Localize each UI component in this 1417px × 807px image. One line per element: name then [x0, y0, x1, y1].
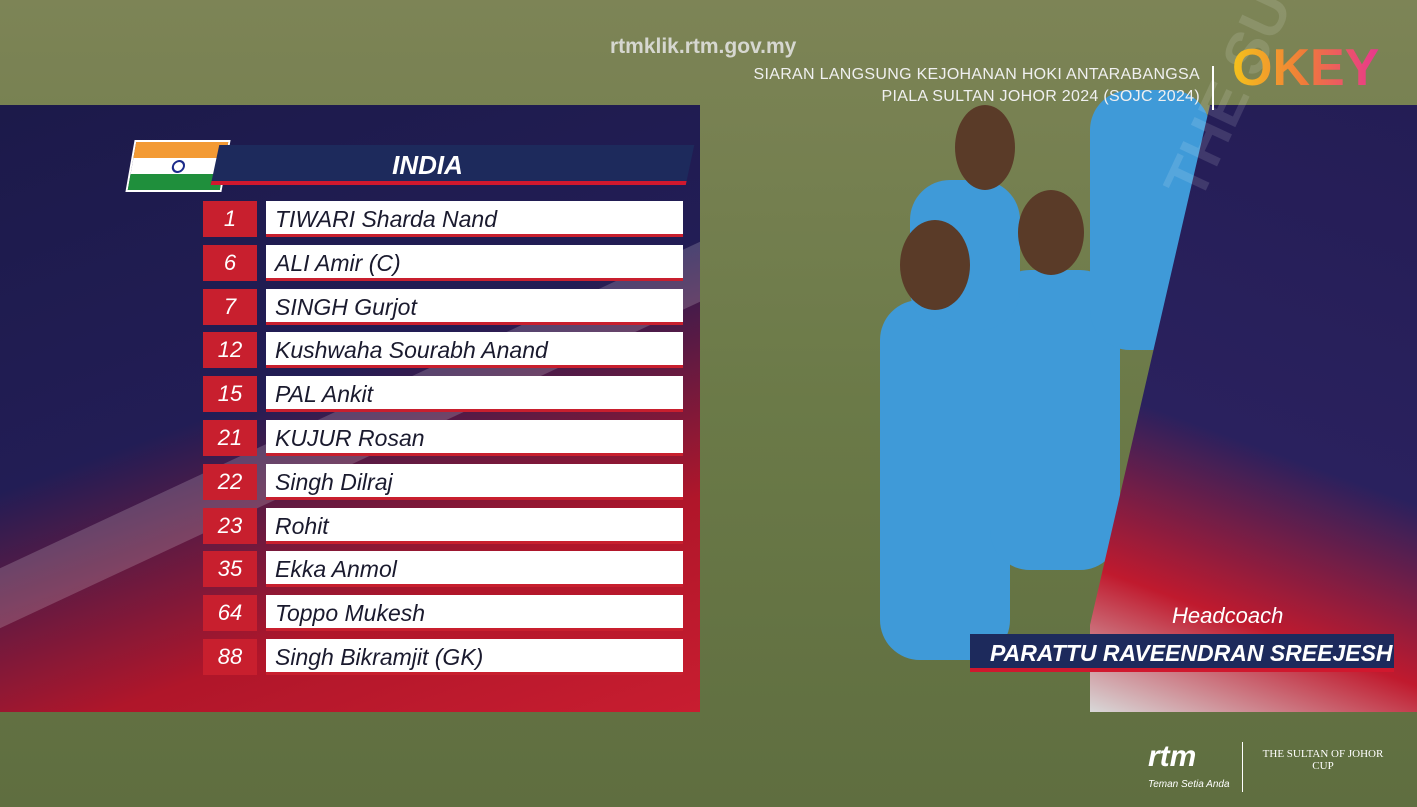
sultan-of-johor-cup-logo: THE SULTAN OF JOHOR CUP — [1262, 748, 1384, 772]
divider — [1212, 66, 1214, 110]
broadcast-title-line2: PIALA SULTAN JOHOR 2024 (SOJC 2024) — [881, 88, 1200, 105]
rtmklik-watermark: rtmklik.rtm.gov.my — [610, 35, 797, 58]
player-name: TIWARI Sharda Nand — [266, 201, 683, 237]
player-name: ALI Amir (C) — [266, 244, 683, 281]
player-name: PAL Ankit — [266, 376, 683, 413]
jersey-number: 64 — [203, 595, 257, 632]
jersey-number: 22 — [203, 463, 257, 500]
jersey-number: 21 — [203, 420, 257, 456]
player-name: Ekka Anmol — [266, 551, 683, 588]
player-figure — [880, 300, 1010, 660]
divider — [1242, 742, 1243, 792]
okey-channel-logo: OKEY — [1232, 39, 1380, 97]
player-name: SINGH Gurjot — [266, 288, 683, 325]
jersey-number: 88 — [203, 639, 257, 675]
rtm-tagline: Teman Setia Anda — [1148, 779, 1230, 790]
jersey-number: 7 — [203, 288, 257, 325]
coach-name-bar — [970, 634, 1394, 672]
headcoach-label: Headcoach — [1172, 603, 1284, 628]
jersey-number: 12 — [203, 332, 257, 369]
player-name: Toppo Mukesh — [266, 595, 683, 632]
player-name: Kushwaha Sourabh Anand — [266, 332, 683, 369]
jersey-number: 6 — [203, 244, 257, 281]
player-head — [955, 105, 1015, 190]
player-head — [1018, 190, 1084, 275]
player-name: KUJUR Rosan — [266, 420, 683, 456]
broadcast-title-line1: SIARAN LANGSUNG KEJOHANAN HOKI ANTARABAN… — [753, 66, 1200, 83]
jersey-number: 23 — [203, 507, 257, 544]
team-name: INDIA — [392, 150, 463, 180]
player-head — [900, 220, 970, 310]
rtm-logo: rtm — [1148, 740, 1197, 773]
coach-name: PARATTU RAVEENDRAN SREEJESH — [990, 640, 1393, 666]
jersey-number: 35 — [203, 551, 257, 588]
jersey-number: 15 — [203, 376, 257, 413]
jersey-number: 1 — [203, 201, 257, 237]
player-name: Rohit — [266, 507, 683, 544]
player-name: Singh Bikramjit (GK) — [266, 639, 683, 675]
player-name: Singh Dilraj — [266, 463, 683, 500]
